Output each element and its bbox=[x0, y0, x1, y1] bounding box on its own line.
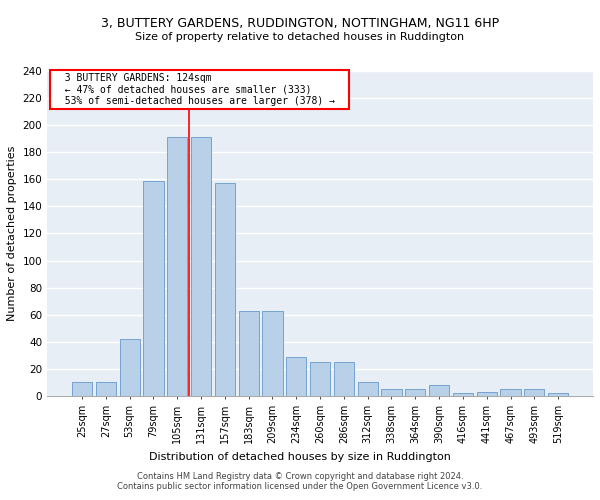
Bar bbox=[476, 392, 497, 396]
Bar bbox=[143, 180, 164, 396]
Bar bbox=[358, 382, 378, 396]
Bar bbox=[334, 362, 354, 396]
Bar bbox=[548, 394, 568, 396]
Bar bbox=[96, 382, 116, 396]
Bar bbox=[72, 382, 92, 396]
Bar bbox=[382, 390, 401, 396]
Bar bbox=[239, 310, 259, 396]
Bar bbox=[119, 339, 140, 396]
Bar bbox=[262, 310, 283, 396]
Bar bbox=[405, 390, 425, 396]
Text: 3, BUTTERY GARDENS, RUDDINGTON, NOTTINGHAM, NG11 6HP: 3, BUTTERY GARDENS, RUDDINGTON, NOTTINGH… bbox=[101, 18, 499, 30]
Text: 3 BUTTERY GARDENS: 124sqm  
  ← 47% of detached houses are smaller (333)  
  53%: 3 BUTTERY GARDENS: 124sqm ← 47% of detac… bbox=[53, 72, 346, 106]
Text: Size of property relative to detached houses in Ruddington: Size of property relative to detached ho… bbox=[136, 32, 464, 42]
Bar bbox=[286, 357, 307, 396]
Bar bbox=[524, 390, 544, 396]
Bar bbox=[191, 138, 211, 396]
Text: Distribution of detached houses by size in Ruddington: Distribution of detached houses by size … bbox=[149, 452, 451, 462]
Bar bbox=[500, 390, 521, 396]
Bar bbox=[310, 362, 330, 396]
Y-axis label: Number of detached properties: Number of detached properties bbox=[7, 146, 17, 321]
Bar bbox=[453, 394, 473, 396]
Bar bbox=[429, 385, 449, 396]
Text: Contains HM Land Registry data © Crown copyright and database right 2024.: Contains HM Land Registry data © Crown c… bbox=[137, 472, 463, 481]
Text: Contains public sector information licensed under the Open Government Licence v3: Contains public sector information licen… bbox=[118, 482, 482, 491]
Bar bbox=[215, 184, 235, 396]
Bar bbox=[167, 138, 187, 396]
